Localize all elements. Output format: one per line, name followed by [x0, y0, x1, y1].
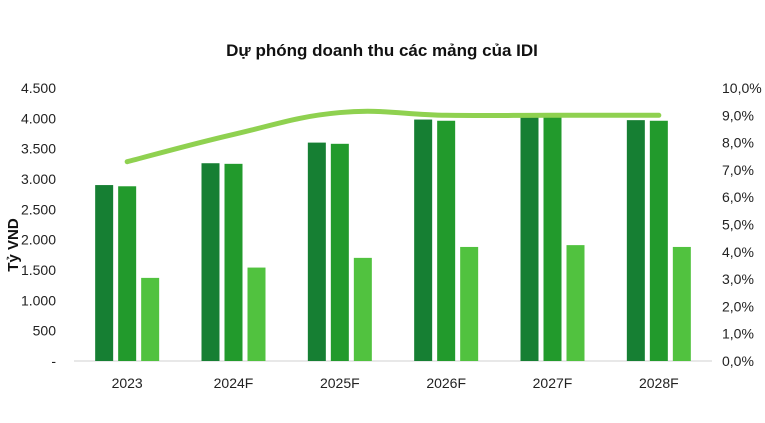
y2-tick-label: 7,0% — [722, 162, 754, 178]
bar-series-2 — [543, 117, 562, 362]
y-tick-label: 2.500 — [21, 201, 56, 217]
y-tick-label: - — [51, 353, 56, 369]
y-tick-label: 1.500 — [21, 262, 56, 278]
y-tick-label: 4.000 — [21, 110, 56, 126]
y-tick-label: 500 — [33, 323, 57, 339]
x-tick-label: 2024F — [214, 375, 254, 391]
bar-series-1 — [201, 163, 220, 361]
y2-tick-label: 0,0% — [722, 353, 754, 369]
bar-series-3 — [247, 267, 266, 361]
bar-series-3 — [566, 245, 585, 361]
y2-tick-label: 8,0% — [722, 135, 754, 151]
bar-series-3 — [141, 277, 160, 361]
y-tick-label: 4.500 — [21, 80, 56, 96]
y2-tick-label: 6,0% — [722, 189, 754, 205]
y2-tick-label: 4,0% — [722, 244, 754, 260]
bar-series-1 — [520, 116, 539, 361]
x-tick-label: 2026F — [426, 375, 466, 391]
bar-series-2 — [224, 163, 243, 361]
bar-series-2 — [118, 186, 137, 361]
bar-series-1 — [95, 185, 114, 361]
x-tick-label: 2025F — [320, 375, 360, 391]
x-tick-label: 2023 — [112, 375, 143, 391]
bar-series-2 — [437, 120, 456, 361]
y2-tick-label: 3,0% — [722, 271, 754, 287]
y-axis-label: Tỷ VND — [5, 218, 22, 272]
x-tick-label: 2027F — [533, 375, 573, 391]
bar-series-2 — [649, 120, 668, 361]
bar-series-3 — [672, 246, 691, 361]
x-tick-label: 2028F — [639, 375, 679, 391]
y-tick-label: 3.000 — [21, 171, 56, 187]
y2-tick-label: 1,0% — [722, 326, 754, 342]
y2-tick-label: 2,0% — [722, 298, 754, 314]
bar-series-3 — [353, 257, 372, 361]
bar-series-1 — [414, 119, 433, 362]
y-tick-label: 1.000 — [21, 292, 56, 308]
line-series-1 — [124, 108, 662, 165]
y-tick-label: 3.500 — [21, 141, 56, 157]
y2-tick-label: 10,0% — [722, 80, 762, 96]
chart-title: Dự phóng doanh thu các mảng của IDI — [226, 41, 538, 60]
y2-tick-label: 5,0% — [722, 217, 754, 233]
bar-series-1 — [307, 142, 326, 361]
bar-series-1 — [626, 120, 645, 361]
y-tick-label: 2.000 — [21, 232, 56, 248]
y2-tick-label: 9,0% — [722, 107, 754, 123]
bar-series-2 — [330, 143, 349, 361]
bar-series-3 — [460, 246, 479, 361]
